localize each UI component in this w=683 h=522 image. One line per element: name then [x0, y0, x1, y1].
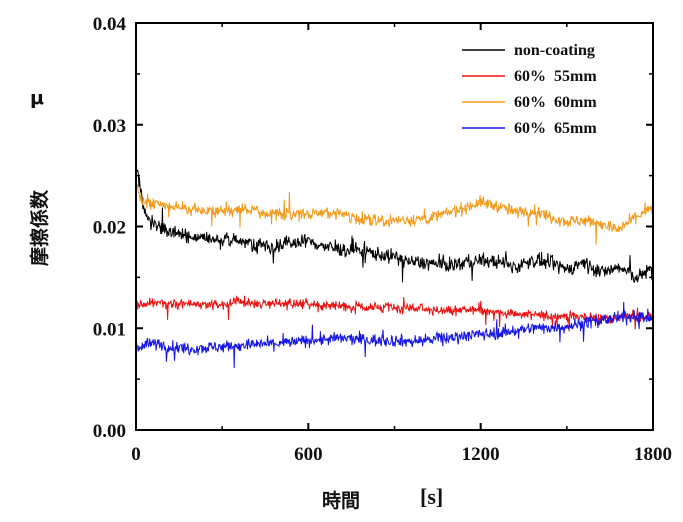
- legend-label: 60% 65mm: [514, 120, 597, 137]
- x-tick-label: 0: [131, 444, 141, 465]
- series-line-1: [135, 163, 654, 283]
- x-axis-title: 時間: [322, 490, 360, 512]
- x-axis-unit: [s]: [420, 484, 443, 509]
- legend-label: 60% 60mm: [514, 94, 597, 111]
- ticks-layer: 0.00 0.01 0.02 0.03 0.04 0 600 1200 1800: [93, 14, 672, 465]
- legend: non-coating 60% 55mm 60% 60mm 60% 65mm: [462, 42, 597, 137]
- y-axis-title: 摩擦係数: [28, 189, 51, 266]
- x-tick-label: 1200: [462, 444, 500, 465]
- y-tick-label: 0.03: [93, 116, 126, 137]
- y-tick-label: 0.02: [93, 218, 126, 239]
- x-tick-label: 600: [294, 444, 323, 465]
- y-tick-label: 0.00: [93, 421, 126, 442]
- y-axis-symbol: μ: [30, 87, 44, 109]
- y-tick-label: 0.04: [93, 14, 127, 35]
- y-tick-label: 0.01: [93, 319, 126, 340]
- x-tick-label: 1800: [634, 444, 672, 465]
- legend-label: 60% 55mm: [514, 68, 597, 85]
- legend-label: non-coating: [514, 42, 595, 59]
- plot-background: [136, 23, 653, 430]
- series-line-4: [135, 301, 654, 369]
- series-line-3: [135, 181, 654, 245]
- plot-area: [135, 22, 654, 431]
- series-layer: [135, 163, 654, 369]
- series-line-2: [135, 295, 654, 332]
